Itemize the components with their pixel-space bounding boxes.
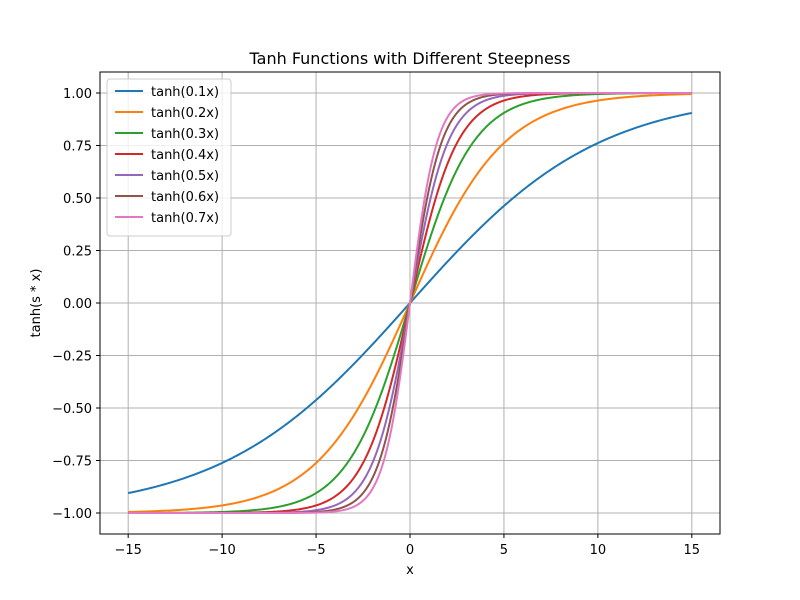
series-lines: [127, 92, 693, 514]
x-tick-label: 5: [500, 543, 508, 558]
x-axis-label: x: [406, 563, 414, 578]
legend: tanh(0.1x) tanh(0.2x) tanh(0.3x) tanh(0.4x)…: [106, 78, 232, 237]
y-tick-label: −0.25: [52, 350, 92, 365]
x-tick-label: −5: [306, 543, 325, 558]
x-tick-label: −10: [208, 543, 235, 558]
y-tick-label: 0.50: [63, 192, 92, 207]
legend-label: tanh(0.6x): [151, 190, 219, 205]
x-tick-label: −15: [114, 543, 141, 558]
y-axis-label: tanh(s * x): [29, 269, 44, 338]
y-tick-label: −1.00: [52, 507, 92, 522]
y-tick-label: 0.75: [63, 140, 92, 155]
y-axis-ticks: −1.00 −0.75 −0.50 −0.25 0.00 0.25 0.50 0.75 1.00: [52, 87, 100, 522]
chart-title: Tanh Functions with Different Steepness: [249, 49, 571, 68]
x-tick-label: 15: [684, 543, 701, 558]
series-line-7: [128, 92, 692, 514]
y-tick-label: −0.50: [52, 402, 92, 417]
y-tick-label: 0.00: [63, 297, 92, 312]
y-tick-label: 0.25: [63, 245, 92, 260]
x-tick-label: 0: [406, 543, 414, 558]
x-tick-label: 10: [590, 543, 607, 558]
x-axis-ticks: −15 −10 −5 0 5 10 15: [114, 534, 700, 558]
legend-label: tanh(0.1x): [151, 85, 219, 100]
y-tick-label: 1.00: [63, 87, 92, 102]
legend-label: tanh(0.4x): [151, 148, 219, 163]
legend-label: tanh(0.7x): [151, 211, 219, 226]
legend-label: tanh(0.5x): [151, 169, 219, 184]
legend-label: tanh(0.3x): [151, 127, 219, 142]
y-tick-label: −0.75: [52, 455, 92, 470]
legend-label: tanh(0.2x): [151, 106, 219, 121]
